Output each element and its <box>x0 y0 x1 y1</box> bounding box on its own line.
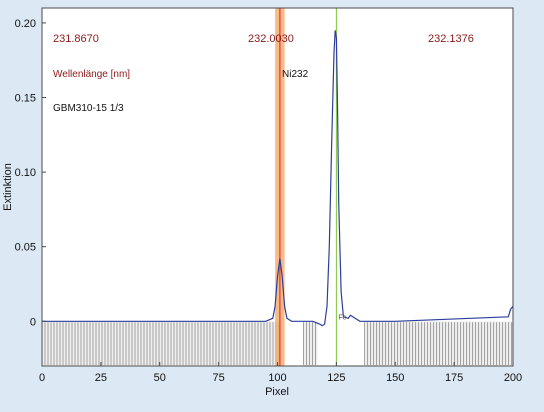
x-tick-label: 0 <box>39 372 45 384</box>
y-tick-label: 0.20 <box>15 18 36 30</box>
x-tick-label: 200 <box>504 372 522 384</box>
hatched-region <box>364 321 513 366</box>
x-axis-label: Pixel <box>265 386 289 398</box>
y-tick-label: 0.15 <box>15 93 36 105</box>
wavelength-label-left: 231.8670 <box>53 33 99 45</box>
sample-name-label: GBM310-15 1/3 <box>53 103 124 114</box>
hatched-region <box>303 321 318 366</box>
y-tick-label: 0.10 <box>15 167 36 179</box>
x-tick-label: 125 <box>327 372 345 384</box>
x-tick-label: 25 <box>95 372 107 384</box>
data-series-line <box>42 30 514 327</box>
x-tick-label: 50 <box>154 372 166 384</box>
x-tick-label: 175 <box>445 372 463 384</box>
plot-frame <box>41 7 514 367</box>
wavelength-unit-label: Wellenlänge [nm] <box>53 69 130 80</box>
wavelength-label-right: 232.1376 <box>428 33 474 45</box>
y-tick-label: 0.05 <box>15 242 36 254</box>
fe-marker-label: Fe <box>338 314 346 321</box>
x-tick-label: 75 <box>213 372 225 384</box>
highlight-band <box>275 8 285 366</box>
x-tick-label: 150 <box>386 372 404 384</box>
y-axis-label: Extinktion <box>2 163 14 211</box>
y-tick-label: 0 <box>30 316 36 328</box>
x-tick-label: 100 <box>268 372 286 384</box>
line-name-label: Ni232 <box>282 69 309 80</box>
x-axis-ticks: 0 25 50 75 100 125 150 175 200 <box>39 362 522 384</box>
y-axis-ticks: 0 0.05 0.10 0.15 0.20 <box>15 18 46 328</box>
wavelength-label-center: 232.0030 <box>248 33 294 45</box>
hatched-regions <box>41 321 513 366</box>
